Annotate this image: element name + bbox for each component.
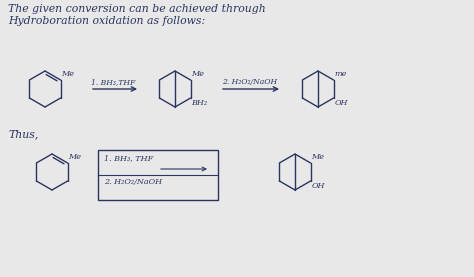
Text: OH: OH — [311, 182, 325, 190]
Text: 2. H₂O₂/NaOH: 2. H₂O₂/NaOH — [104, 178, 162, 186]
Bar — [98, 150, 218, 200]
Text: 1. BH₃, THF: 1. BH₃, THF — [104, 154, 153, 162]
Text: BH₂: BH₂ — [191, 99, 208, 107]
Text: OH: OH — [335, 99, 348, 107]
Text: Me: Me — [191, 70, 205, 78]
Text: Hydroboration oxidation as follows:: Hydroboration oxidation as follows: — [8, 16, 205, 26]
Text: 1. BH₃,THF: 1. BH₃,THF — [91, 78, 135, 86]
Text: me: me — [335, 70, 347, 78]
Text: 2. H₂O₂/NaOH: 2. H₂O₂/NaOH — [222, 78, 277, 86]
Text: Thus,: Thus, — [8, 129, 38, 139]
Text: The given conversion can be achieved through: The given conversion can be achieved thr… — [8, 4, 266, 14]
Text: Me: Me — [69, 153, 82, 161]
Text: Me: Me — [311, 153, 325, 161]
Text: Me: Me — [62, 70, 74, 78]
